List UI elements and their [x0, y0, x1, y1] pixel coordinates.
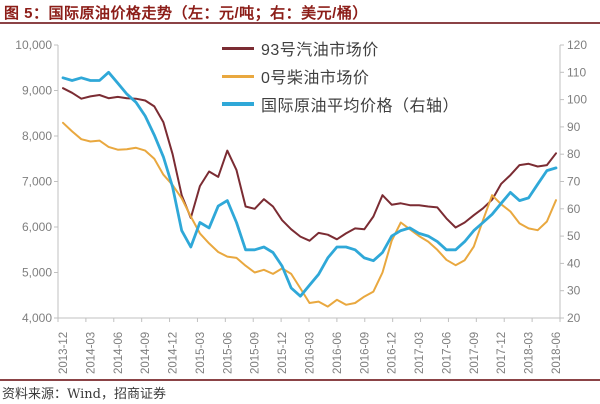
left-axis-tick-label: 10,000 — [15, 38, 52, 52]
x-axis-tick-label: 2016-12 — [387, 332, 399, 374]
legend-swatch-gasoline-line — [222, 46, 254, 50]
chart-legend: 93号汽油市场价 0号柴油市场价 国际原油平均价格（右轴） — [222, 34, 459, 118]
right-axis-tick-label: 60 — [567, 202, 581, 216]
left-axis-tick-label: 6,000 — [22, 220, 52, 234]
legend-label: 93号汽油市场价 — [261, 42, 379, 59]
source-note: 资料来源：Wind，招商证券 — [2, 387, 166, 402]
legend-label: 0号柴油市场价 — [261, 70, 370, 87]
title-rule — [0, 22, 600, 24]
left-axis-tick-label: 8,000 — [22, 129, 52, 143]
left-axis-tick-label: 9,000 — [22, 84, 52, 98]
x-axis-tick-label: 2013-12 — [58, 332, 70, 374]
x-axis-tick-label: 2017-06 — [441, 332, 453, 374]
series-line-diesel-0 — [62, 121, 557, 308]
x-axis-tick-label: 2016-06 — [332, 332, 344, 374]
figure-title: 图 5：国际原油价格走势（左：元/吨；右：美元/桶） — [4, 5, 368, 22]
right-axis-tick-label: 40 — [567, 256, 581, 270]
x-axis-tick-label: 2014-03 — [85, 332, 97, 374]
series-line-gasoline-93 — [62, 87, 557, 242]
x-axis-tick-label: 2017-12 — [496, 332, 508, 374]
legend-item-gasoline: 93号汽油市场价 — [222, 34, 459, 62]
x-axis-tick-label: 2018-06 — [551, 332, 563, 374]
x-axis-tick-label: 2016-09 — [359, 332, 371, 374]
left-axis-tick-label: 7,000 — [22, 175, 52, 189]
right-axis-tick-label: 50 — [567, 229, 581, 243]
x-axis-tick-label: 2014-09 — [140, 332, 152, 374]
right-axis-tick-label: 80 — [567, 147, 581, 161]
x-axis-tick-label: 2017-09 — [469, 332, 481, 374]
x-axis-tick-label: 2018-03 — [524, 332, 536, 374]
legend-item-diesel: 0号柴油市场价 — [222, 62, 459, 90]
right-axis-tick-label: 110 — [567, 65, 586, 79]
x-axis-tick-label: 2015-12 — [277, 332, 289, 374]
x-axis-tick-label: 2016-03 — [305, 332, 317, 374]
x-axis-tick-label: 2014-12 — [168, 332, 180, 374]
right-axis-tick-label: 120 — [567, 38, 587, 52]
right-axis-tick-label: 90 — [567, 120, 581, 134]
series-line-crude-intl — [61, 70, 558, 298]
legend-swatch-diesel-line — [222, 74, 254, 78]
right-axis-tick-label: 100 — [567, 93, 587, 107]
x-axis-tick-label: 2017-03 — [414, 332, 426, 374]
x-axis-tick-label: 2015-03 — [195, 332, 207, 374]
x-axis-tick-label: 2014-06 — [113, 332, 125, 374]
right-axis-tick-label: 70 — [567, 175, 581, 189]
x-axis-tick-label: 2015-06 — [222, 332, 234, 374]
legend-label: 国际原油平均价格（右轴） — [261, 98, 460, 115]
left-axis-tick-label: 4,000 — [22, 311, 52, 325]
left-axis-tick-label: 5,000 — [22, 266, 52, 280]
x-axis-tick-label: 2015-09 — [250, 332, 262, 374]
legend-swatch-crude-line — [222, 102, 254, 106]
right-axis-tick-label: 30 — [567, 284, 581, 298]
right-axis-tick-label: 20 — [567, 311, 581, 325]
footer-rule — [0, 379, 600, 381]
legend-item-crude: 国际原油平均价格（右轴） — [222, 90, 459, 118]
